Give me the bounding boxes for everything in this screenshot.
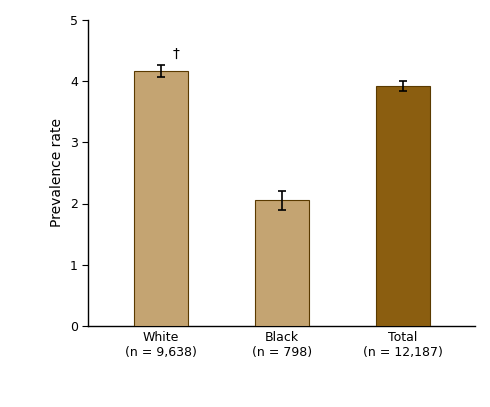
Bar xyxy=(134,71,188,326)
Y-axis label: Prevalence rate: Prevalence rate xyxy=(50,118,64,228)
Text: †: † xyxy=(173,47,180,61)
Bar xyxy=(254,201,309,326)
Bar xyxy=(375,86,430,326)
